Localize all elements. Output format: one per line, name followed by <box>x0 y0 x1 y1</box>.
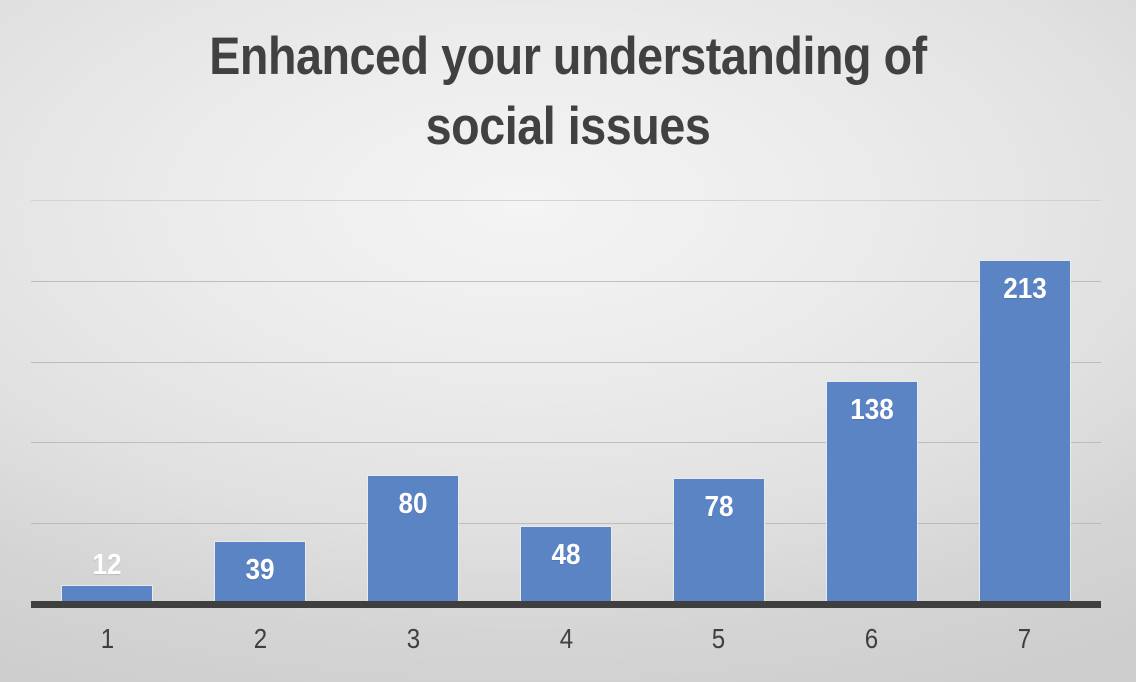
bar-slot-3: 80 <box>367 197 460 604</box>
bar-value-label-4: 48 <box>551 539 581 572</box>
x-tick-label-6: 6 <box>864 623 879 654</box>
x-axis-line <box>31 601 1101 608</box>
bar-slot-7: 213 <box>978 197 1071 604</box>
x-tick-label-4: 4 <box>559 623 573 654</box>
bar-5[interactable] <box>672 478 765 604</box>
bar-value-label-3: 80 <box>398 487 428 520</box>
gridline-250 <box>31 200 1101 202</box>
bar-4[interactable] <box>520 526 612 604</box>
x-tick-label-1: 1 <box>100 623 115 654</box>
bar-value-label-5: 78 <box>704 491 734 524</box>
gridline-50 <box>31 523 1101 525</box>
bar-value-label-6: 138 <box>849 394 894 427</box>
chart-title: Enhanced your understanding of social is… <box>209 27 927 157</box>
bar-slot-2: 39 <box>214 197 307 604</box>
bar-slot-4: 48 <box>520 197 612 604</box>
bar-3[interactable] <box>367 474 460 604</box>
x-tick-label-2: 2 <box>253 623 267 654</box>
plot-area: 12 39 80 48 78 138 213 <box>31 197 1101 604</box>
bar-7[interactable] <box>978 260 1071 604</box>
bar-2[interactable] <box>214 541 307 604</box>
bar-value-label-1: 12 <box>92 548 122 581</box>
bar-6[interactable] <box>825 381 918 604</box>
bar-1[interactable] <box>61 584 154 604</box>
x-axis-tick-labels: 1 2 3 4 5 6 7 <box>31 616 1101 662</box>
bar-slot-5: 78 <box>672 197 765 604</box>
bar-slot-6: 138 <box>825 197 918 604</box>
bar-value-label-7: 213 <box>1002 273 1047 305</box>
gridline-100 <box>31 442 1101 444</box>
gridline-150 <box>31 361 1101 363</box>
gridline-200 <box>31 280 1101 282</box>
bar-slot-1: 12 <box>61 197 154 604</box>
bars-layer: 12 39 80 48 78 138 213 <box>31 197 1101 604</box>
x-tick-label-3: 3 <box>406 623 420 654</box>
bar-value-label-2: 39 <box>245 554 275 587</box>
x-tick-label-5: 5 <box>712 623 726 654</box>
x-tick-label-7: 7 <box>1017 623 1032 654</box>
